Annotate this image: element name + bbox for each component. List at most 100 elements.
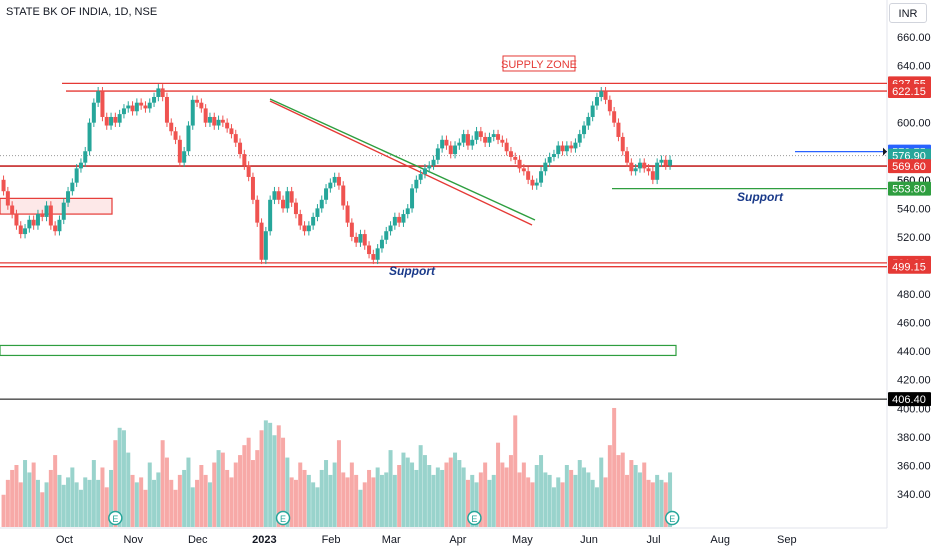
y-tick-label: 340.00 [897,489,931,501]
candle-body [246,165,251,177]
candle-body [61,202,66,220]
candle-body [341,185,346,206]
candle-body [259,222,264,260]
earnings-event-label: E [669,514,675,524]
volume-bar [513,415,518,527]
candle-body [358,234,363,243]
volume-bar [315,487,320,527]
price-label-box [888,84,931,99]
candle-body [281,199,286,209]
price-label-box [888,259,931,274]
volume-bar [48,469,53,527]
candle-body [83,151,88,163]
candle-body [612,111,617,123]
volume-bar [152,479,157,527]
volume-bar [650,482,655,527]
candle-body [646,168,651,172]
x-tick-label: 2023 [252,534,276,546]
volume-bar [130,474,135,527]
candle-body [483,136,488,143]
volume-bar [207,482,212,527]
candle-body [35,214,40,226]
x-tick-label: Nov [123,534,143,546]
candle-body [534,182,539,186]
volume-bar [182,469,187,527]
candle-body [78,162,83,169]
candle-body [362,234,367,246]
volume-bar [599,457,604,527]
candle-body [104,116,109,126]
candle-body [487,136,492,143]
price-label: 499.15 [892,262,926,274]
volume-bar [143,489,148,527]
x-tick-label: Jun [580,534,598,546]
volume-bar [10,469,15,527]
volume-bar [564,465,569,527]
volume-bar [551,487,556,527]
volume-bar [336,440,341,527]
currency-button[interactable]: INR [889,3,927,23]
candle-body [1,179,6,192]
x-tick-label: Dec [188,534,208,546]
candle-body [156,88,161,97]
volume-bar [625,474,630,527]
candle-body [100,91,105,117]
candle-body [23,228,28,235]
candle-body [130,105,135,112]
volume-bar [668,472,673,527]
volume-bar [272,435,277,527]
volume-bar [496,442,501,527]
volume-bar [405,457,410,527]
candle-body [590,105,595,117]
volume-bar [186,457,191,527]
candle-body [569,145,574,149]
candle-body [212,116,217,126]
x-tick-label: Oct [56,534,73,546]
volume-bar [147,462,152,527]
candle-body [513,156,518,160]
candle-body [564,145,569,152]
volume-bar [470,474,475,527]
supply-zone-label-box [502,55,576,72]
candle-body [57,219,62,232]
volume-bar [388,450,393,527]
candle-body [663,159,668,166]
trendline-green [269,98,536,221]
volume-bar [607,445,612,527]
candle-body [500,139,505,143]
chart-title: STATE BK OF INDIA, 1D, NSE [6,6,158,18]
candle-body [659,159,664,163]
volume-bar [332,462,337,527]
earnings-event-icon [467,510,482,526]
volume-bar [392,474,397,527]
volume-bar [534,465,539,527]
volume-bar [18,482,23,527]
volume-bar [126,452,131,527]
candle-body [126,105,131,109]
volume-bar [556,477,561,527]
y-tick-label: 400.00 [897,403,931,415]
price-label-box [888,181,931,196]
volume-bar [375,467,380,527]
x-tick-label: Mar [382,534,401,546]
candle-body [586,116,591,126]
candle-body [422,168,427,175]
price-label: 553.80 [892,184,926,196]
volume-bar [345,477,350,527]
candle-body [14,214,19,226]
candle-body [556,145,561,155]
candle-body [263,231,268,260]
candle-body [521,168,526,172]
volume-bar [453,452,458,527]
volume-bar [212,462,217,527]
candle-body [418,174,423,180]
x-tick-label: May [512,534,533,546]
volume-bar [134,482,139,527]
candle-body [18,225,23,235]
candle-body [199,102,204,109]
volume-bar [504,467,509,527]
candle-body [324,188,329,200]
volume-bar [590,479,595,527]
volume-bar [83,477,88,527]
